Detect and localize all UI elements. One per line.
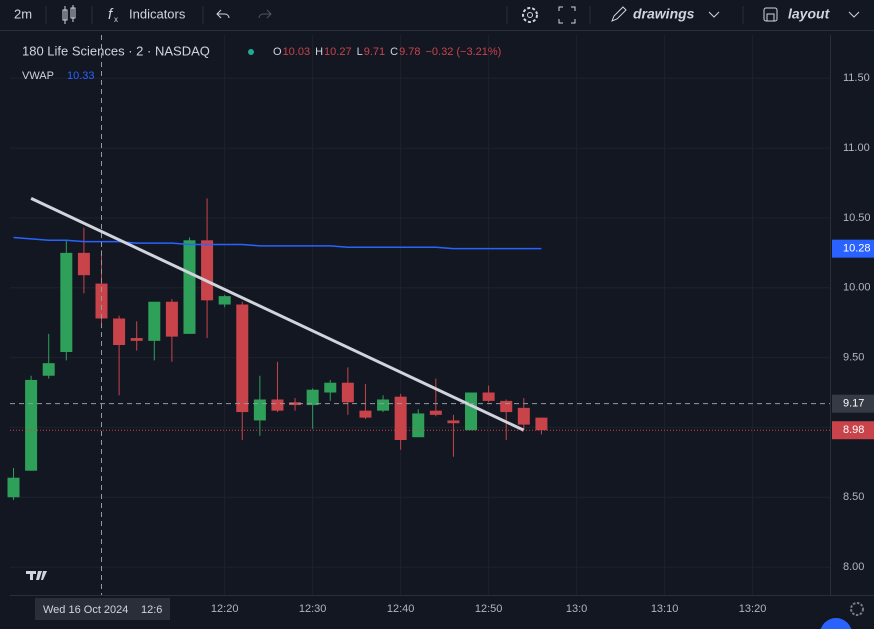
change-label: −0.32 (−3.21%) (426, 46, 502, 58)
indicator-name: VWAP (22, 70, 54, 82)
y-tick-label: 10.00 (843, 282, 871, 294)
ohlc-key: C (390, 46, 398, 58)
candle-body (500, 400, 513, 413)
candle-body (482, 392, 495, 401)
ohlc-key: H (315, 46, 323, 58)
x-tick-label: 12:40 (387, 603, 415, 615)
trend-line (30, 197, 525, 432)
y-tick-label: 8.50 (843, 491, 864, 503)
ohlc-legend: O 10.03 H 10.27 L 9.71 C 9.78 −0.32 (−3.21%) (273, 46, 501, 58)
candle-body (113, 318, 126, 346)
crosshair-price-badge-box (832, 394, 874, 413)
save-icon (766, 13, 775, 22)
axis-settings[interactable] (850, 602, 864, 616)
x-tick-label: 13:10 (651, 603, 679, 615)
ohlc-value: 9.71 (364, 46, 385, 58)
ohlc-key: O (273, 46, 282, 58)
candle-body (306, 389, 319, 406)
y-tick-label: 11.00 (843, 142, 870, 154)
candle-body (77, 252, 90, 276)
candle-body (253, 399, 266, 421)
candle-body (25, 379, 38, 471)
x-tick-label: 13:20 (739, 603, 767, 615)
candle-body (377, 399, 390, 411)
ohlc-key: L (357, 46, 363, 58)
vwap-badge-label: 10.28 (843, 243, 871, 255)
dropdown-arrow (848, 11, 860, 18)
crosshair-date: Wed 16 Oct 2024 (43, 604, 128, 616)
vwap-line (13, 236, 542, 250)
x-tick-label: 12:30 (299, 603, 327, 615)
candle-body (289, 402, 302, 406)
dropdown-arrow (708, 11, 720, 18)
settings-button (527, 12, 533, 18)
tv-logo (26, 571, 47, 580)
candle-body (165, 301, 178, 337)
candle-body (394, 396, 407, 440)
fullscreen-button[interactable] (558, 6, 576, 24)
candle-body (183, 240, 196, 334)
candles-icon[interactable] (62, 5, 76, 24)
market-status (248, 49, 254, 55)
last-price-badge-box (832, 421, 874, 440)
y-tick-label: 10.50 (843, 212, 871, 224)
undo-button[interactable] (216, 9, 230, 19)
ohlc-value: 10.27 (324, 46, 352, 58)
layout-button[interactable]: layout (788, 6, 831, 22)
symbol-title: 180 Life Sciences · 2 · NASDAQ (22, 43, 210, 58)
candle-body (447, 420, 460, 424)
candle-body (236, 304, 249, 413)
candle-body (218, 296, 231, 305)
indicators-button[interactable]: Indicators (129, 6, 186, 21)
plot-area (7, 35, 830, 595)
vwap-badge-box (832, 239, 874, 258)
y-tick-label: 9.50 (843, 351, 864, 363)
candle-body (429, 410, 442, 415)
candle-body (517, 407, 530, 425)
interval-button[interactable]: 2m (14, 6, 32, 21)
candle-body (7, 477, 20, 498)
candle-body (341, 382, 354, 403)
x-tick-label: 12:50 (475, 603, 503, 615)
ohlc-value: 10.03 (283, 46, 311, 58)
y-tick-label: 11.50 (843, 72, 870, 84)
candle-body (42, 363, 55, 376)
candle-body (148, 301, 161, 341)
candle-body (359, 410, 372, 418)
candle-body (271, 399, 284, 411)
candle-body (130, 338, 143, 341)
settings-button[interactable] (522, 7, 538, 23)
candle-body (465, 392, 478, 431)
crosshair-time: 12:6 (141, 604, 162, 616)
candle-body (201, 240, 214, 301)
fx-icon: x (114, 15, 118, 24)
last-price-badge-label: 8.98 (843, 424, 864, 436)
crosshair-time-box (35, 598, 170, 620)
drawings-button[interactable]: drawings (633, 6, 695, 22)
x-tick-label: 12:20 (211, 603, 239, 615)
redo-button[interactable] (258, 9, 272, 19)
crosshair-price-badge-label: 9.17 (843, 398, 864, 410)
toolbar (0, 0, 874, 30)
x-tick-label: 13:0 (566, 603, 587, 615)
y-tick-label: 8.00 (843, 561, 864, 573)
ohlc-value: 9.78 (399, 46, 420, 58)
candle-body (60, 252, 73, 353)
candle-body (412, 413, 425, 438)
fx-icon: f (108, 6, 114, 23)
indicator-value: 10.33 (67, 70, 95, 82)
candle-body (535, 417, 548, 431)
help-button[interactable] (820, 618, 852, 629)
candle-body (95, 283, 108, 319)
candle-body (324, 382, 337, 393)
pencil-icon (611, 6, 627, 22)
